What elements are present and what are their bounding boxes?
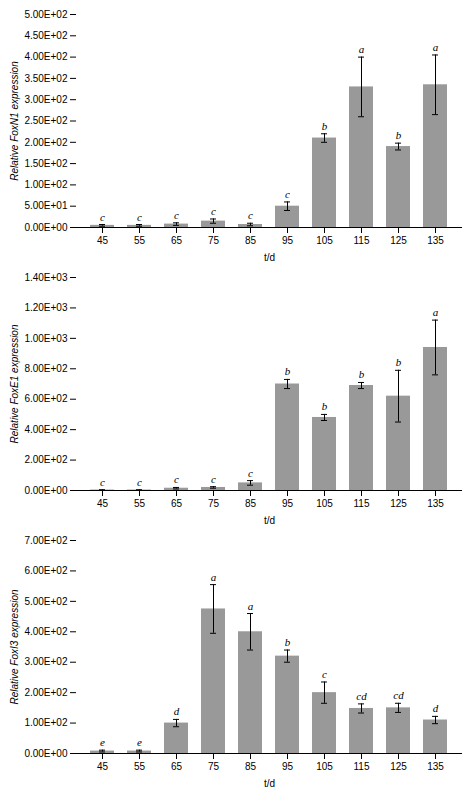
svg-text:4.00E+02: 4.00E+02 bbox=[24, 626, 68, 637]
svg-text:2.50E+02: 2.50E+02 bbox=[24, 115, 68, 126]
svg-text:135: 135 bbox=[427, 498, 444, 509]
svg-text:1.00E+02: 1.00E+02 bbox=[24, 717, 68, 728]
svg-text:135: 135 bbox=[427, 235, 444, 246]
svg-text:135: 135 bbox=[427, 761, 444, 772]
svg-text:105: 105 bbox=[316, 235, 333, 246]
svg-text:95: 95 bbox=[282, 498, 294, 509]
svg-text:c: c bbox=[248, 467, 253, 479]
svg-text:105: 105 bbox=[316, 761, 333, 772]
svg-text:b: b bbox=[285, 365, 291, 377]
svg-text:2.00E+02: 2.00E+02 bbox=[24, 137, 68, 148]
svg-text:125: 125 bbox=[390, 235, 407, 246]
svg-text:45: 45 bbox=[97, 761, 109, 772]
svg-text:1.50E+02: 1.50E+02 bbox=[24, 158, 68, 169]
svg-text:95: 95 bbox=[282, 235, 294, 246]
svg-text:5.00E+01: 5.00E+01 bbox=[24, 200, 68, 211]
svg-text:c: c bbox=[137, 476, 142, 488]
svg-text:e: e bbox=[137, 736, 142, 748]
svg-text:125: 125 bbox=[390, 761, 407, 772]
svg-text:1.40E+03: 1.40E+03 bbox=[24, 272, 68, 283]
svg-text:6.00E+02: 6.00E+02 bbox=[24, 565, 68, 576]
svg-text:75: 75 bbox=[208, 498, 220, 509]
svg-text:6.00E+02: 6.00E+02 bbox=[24, 393, 68, 404]
svg-text:0.00E+00: 0.00E+00 bbox=[24, 222, 68, 233]
svg-text:2.00E+02: 2.00E+02 bbox=[24, 454, 68, 465]
svg-text:125: 125 bbox=[390, 498, 407, 509]
svg-text:c: c bbox=[211, 205, 216, 217]
svg-text:cd: cd bbox=[356, 690, 367, 702]
svg-text:a: a bbox=[433, 306, 439, 318]
svg-text:c: c bbox=[137, 211, 142, 223]
svg-text:c: c bbox=[174, 473, 179, 485]
svg-text:85: 85 bbox=[245, 235, 257, 246]
svg-text:55: 55 bbox=[134, 498, 146, 509]
svg-text:115: 115 bbox=[354, 498, 370, 509]
svg-text:115: 115 bbox=[354, 235, 370, 246]
svg-text:Relative FoxI3 expression: Relative FoxI3 expression bbox=[9, 589, 20, 704]
svg-text:b: b bbox=[396, 129, 402, 141]
svg-text:Relative FoxN1 expression: Relative FoxN1 expression bbox=[9, 61, 20, 181]
svg-text:c: c bbox=[211, 473, 216, 485]
svg-text:4.00E+02: 4.00E+02 bbox=[24, 424, 68, 435]
svg-text:95: 95 bbox=[282, 761, 294, 772]
svg-text:b: b bbox=[285, 636, 291, 648]
svg-text:2.00E+02: 2.00E+02 bbox=[24, 687, 68, 698]
svg-text:a: a bbox=[359, 43, 365, 55]
svg-text:c: c bbox=[100, 211, 105, 223]
svg-text:Relative FoxE1 expression: Relative FoxE1 expression bbox=[9, 324, 20, 443]
svg-text:c: c bbox=[100, 476, 105, 488]
svg-text:b: b bbox=[396, 356, 402, 368]
svg-text:t/d: t/d bbox=[264, 515, 275, 526]
svg-text:4.50E+02: 4.50E+02 bbox=[24, 30, 68, 41]
svg-text:55: 55 bbox=[134, 761, 146, 772]
svg-text:7.00E+02: 7.00E+02 bbox=[24, 535, 68, 546]
svg-text:a: a bbox=[433, 41, 439, 53]
svg-text:b: b bbox=[322, 120, 328, 132]
svg-text:85: 85 bbox=[245, 498, 257, 509]
svg-text:75: 75 bbox=[208, 761, 220, 772]
svg-text:c: c bbox=[248, 209, 253, 221]
svg-text:8.00E+02: 8.00E+02 bbox=[24, 363, 68, 374]
svg-text:85: 85 bbox=[245, 761, 257, 772]
svg-text:0.00E+00: 0.00E+00 bbox=[24, 748, 68, 759]
svg-text:45: 45 bbox=[97, 235, 109, 246]
svg-text:c: c bbox=[322, 668, 327, 680]
svg-text:3.50E+02: 3.50E+02 bbox=[24, 73, 68, 84]
svg-text:65: 65 bbox=[171, 761, 183, 772]
svg-text:0.00E+00: 0.00E+00 bbox=[24, 485, 68, 496]
svg-text:a: a bbox=[211, 571, 217, 583]
svg-text:a: a bbox=[248, 600, 254, 612]
svg-text:d: d bbox=[433, 702, 439, 714]
svg-text:e: e bbox=[100, 736, 105, 748]
svg-text:65: 65 bbox=[171, 235, 183, 246]
svg-text:55: 55 bbox=[134, 235, 146, 246]
svg-text:45: 45 bbox=[97, 498, 109, 509]
svg-text:1.00E+02: 1.00E+02 bbox=[24, 179, 68, 190]
svg-text:105: 105 bbox=[316, 498, 333, 509]
svg-text:3.00E+02: 3.00E+02 bbox=[24, 656, 68, 667]
svg-text:65: 65 bbox=[171, 498, 183, 509]
svg-text:c: c bbox=[285, 188, 290, 200]
svg-text:5.00E+02: 5.00E+02 bbox=[24, 9, 68, 20]
svg-text:3.00E+02: 3.00E+02 bbox=[24, 94, 68, 105]
svg-text:75: 75 bbox=[208, 235, 220, 246]
svg-text:cd: cd bbox=[393, 689, 404, 701]
svg-text:t/d: t/d bbox=[264, 778, 275, 789]
svg-text:1.00E+03: 1.00E+03 bbox=[24, 333, 68, 344]
svg-text:c: c bbox=[174, 209, 179, 221]
svg-text:b: b bbox=[322, 400, 328, 412]
svg-text:d: d bbox=[174, 705, 180, 717]
svg-text:1.20E+03: 1.20E+03 bbox=[24, 302, 68, 313]
svg-text:5.00E+02: 5.00E+02 bbox=[24, 596, 68, 607]
svg-text:t/d: t/d bbox=[264, 252, 275, 263]
svg-text:4.00E+02: 4.00E+02 bbox=[24, 51, 68, 62]
svg-text:115: 115 bbox=[354, 761, 370, 772]
svg-text:b: b bbox=[359, 368, 365, 380]
